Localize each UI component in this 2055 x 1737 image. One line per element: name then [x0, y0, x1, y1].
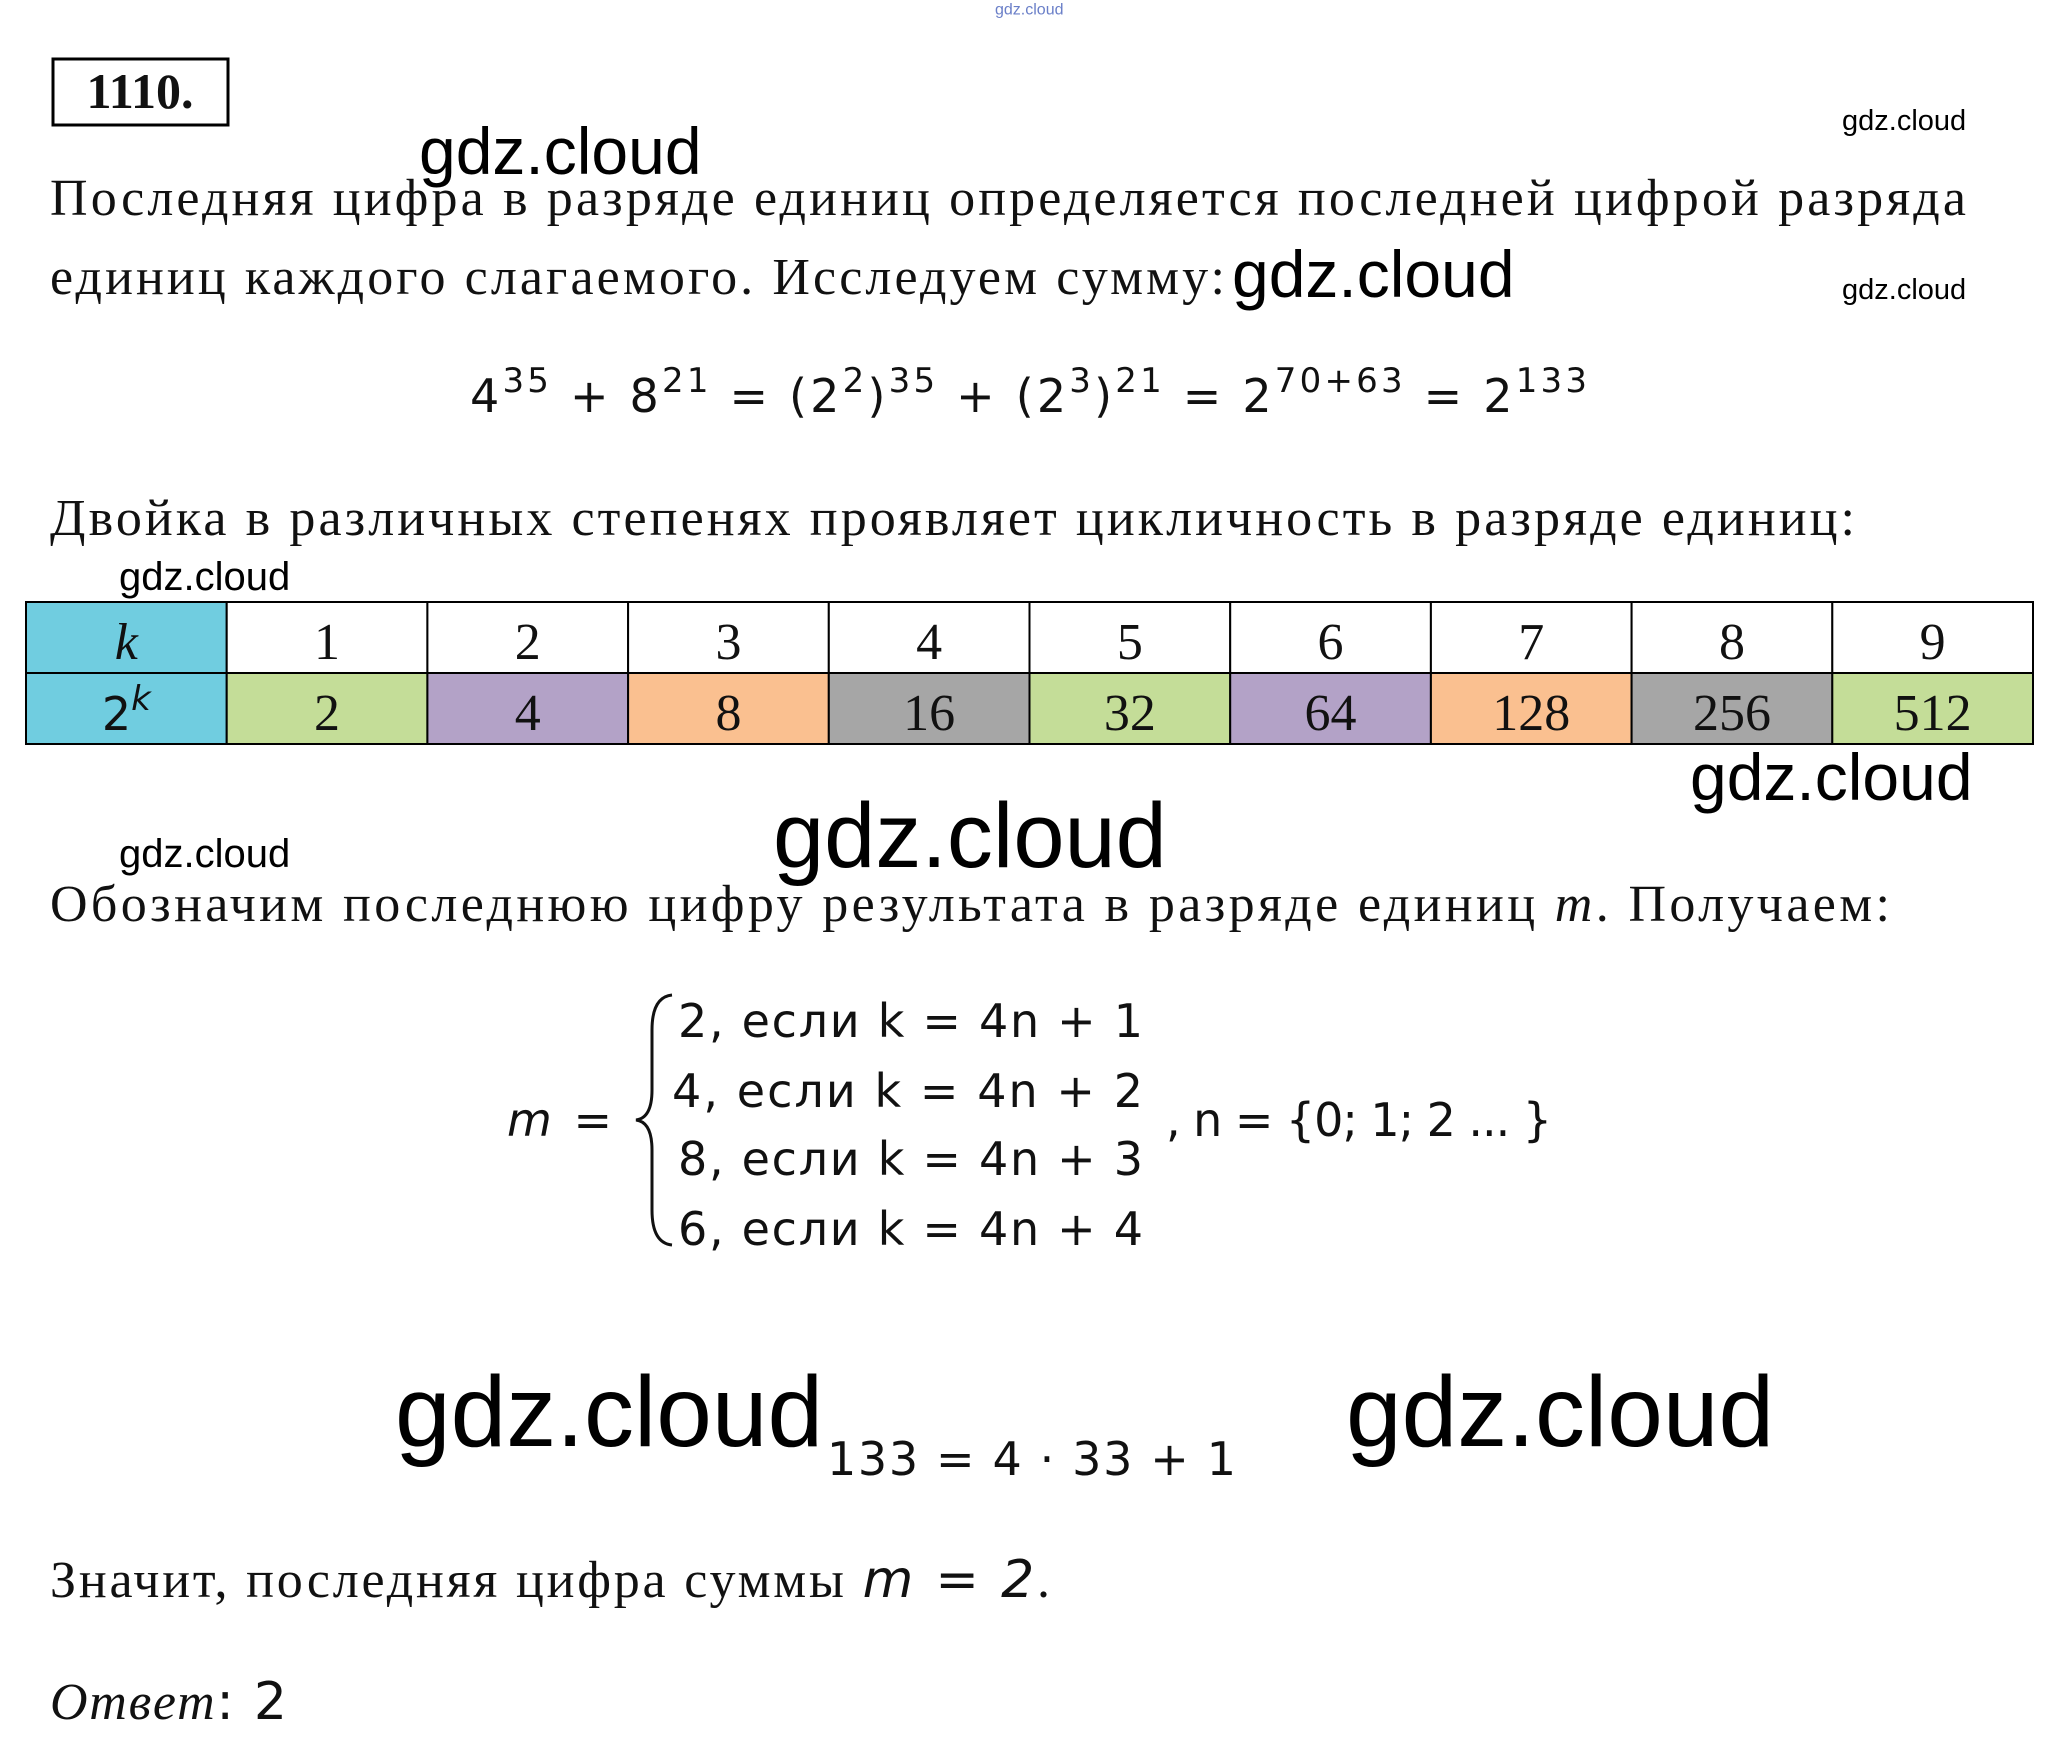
- paragraph: Обозначим последнюю цифру результата в р…: [50, 876, 1890, 933]
- watermark: gdz.cloud: [1690, 740, 1973, 814]
- number-box: [51, 57, 230, 127]
- table-cell: [1831, 672, 2035, 745]
- system-lhs: m =: [507, 1093, 612, 1147]
- watermark: gdz.cloud: [1232, 237, 1515, 311]
- formula-text: = 2: [1406, 369, 1513, 423]
- watermark: gdz.cloud: [395, 1356, 823, 1468]
- answer-text: : 2: [216, 1672, 287, 1732]
- power-value: 2: [314, 685, 340, 742]
- math: m = 2: [863, 1550, 1035, 1610]
- formula-text: = 2: [1165, 369, 1272, 423]
- formula: 435 + 821 = (22)35 + (23)21 = 270+63 = 2…: [470, 361, 1587, 423]
- power-value: 16: [903, 685, 955, 742]
- k-value: 2: [515, 614, 541, 671]
- k-value: 3: [715, 614, 741, 671]
- formula-text: = (2: [712, 369, 840, 423]
- table-cell: [1630, 601, 1834, 674]
- watermark: gdz.cloud: [995, 2, 1064, 19]
- superscript: 21: [1115, 361, 1161, 401]
- answer: Ответ: 2: [50, 1672, 287, 1732]
- k-value: 8: [1719, 614, 1745, 671]
- superscript: 35: [889, 361, 935, 401]
- watermark: gdz.cloud: [1842, 105, 1966, 137]
- table-cell: [1028, 601, 1232, 674]
- superscript: 3: [1069, 361, 1091, 401]
- table-cell: [426, 601, 630, 674]
- system-domain: , n = {0; 1; 2 ... }: [1166, 1093, 1552, 1147]
- text: . Получаем:: [1596, 876, 1890, 933]
- power-value: 256: [1693, 685, 1771, 742]
- watermark: gdz.cloud: [773, 785, 1167, 887]
- power-value: 64: [1305, 685, 1357, 742]
- calculation: 133 = 4 · 33 + 1: [827, 1432, 1236, 1486]
- table-cell: [627, 672, 830, 745]
- superscript: 2: [843, 361, 865, 401]
- superscript: 21: [662, 361, 708, 401]
- answer-label: Ответ: [50, 1674, 215, 1731]
- case: 2, если k = 4n + 1: [678, 994, 1143, 1048]
- table-cell: [225, 672, 429, 745]
- paragraph: Двойка в различных степенях проявляет ци…: [50, 490, 1855, 547]
- formula-text: ): [1094, 369, 1112, 423]
- formula-text: + 8: [552, 369, 659, 423]
- text: Значит, последняя цифра суммы: [50, 1552, 860, 1609]
- table-cell: [426, 672, 630, 745]
- paragraph-line: единиц каждого слагаемого. Исследуем сум…: [50, 249, 1225, 306]
- table-cell: [1028, 672, 1232, 745]
- superscript: 35: [502, 361, 548, 401]
- power-label: 2k: [102, 679, 152, 741]
- watermark: gdz.cloud: [119, 832, 290, 876]
- label-cell: [25, 672, 228, 745]
- k-value: 9: [1920, 614, 1946, 671]
- table-cell: [1831, 601, 2035, 674]
- k-value: 6: [1318, 614, 1344, 671]
- text: Обозначим последнюю цифру результата в р…: [50, 876, 1551, 933]
- superscript: 70+63: [1275, 361, 1403, 401]
- watermark: gdz.cloud: [119, 555, 290, 599]
- table-cell: [827, 672, 1031, 745]
- case: 8, если k = 4n + 3: [678, 1132, 1143, 1186]
- conclusion: Значит, последняя цифра суммы m = 2.: [50, 1550, 1050, 1610]
- watermark: gdz.cloud: [1842, 274, 1966, 306]
- superscript: 133: [1516, 361, 1587, 401]
- watermark: gdz.cloud: [419, 114, 702, 188]
- paragraph-line: Последняя цифра в разряде единиц определ…: [50, 170, 1966, 227]
- watermark: gdz.cloud: [1346, 1356, 1774, 1468]
- table-cell: [1630, 672, 1834, 745]
- formula-text: + (2: [938, 369, 1066, 423]
- case: 6, если k = 4n + 4: [678, 1202, 1143, 1256]
- k-value: 5: [1117, 614, 1143, 671]
- formula-text: 4: [470, 369, 499, 423]
- variable: m: [1555, 876, 1593, 933]
- table-cell: [1229, 601, 1432, 674]
- k-value: 7: [1518, 614, 1544, 671]
- power-value: 128: [1492, 685, 1570, 742]
- case: 4, если k = 4n + 2: [672, 1064, 1143, 1118]
- power-value: 512: [1894, 685, 1972, 742]
- superscript: k: [131, 679, 152, 719]
- table-cell: [627, 601, 830, 674]
- formula-text: ): [867, 369, 885, 423]
- k-value: 4: [916, 614, 942, 671]
- watermarks: gdz.cloud gdz.cloud gdz.cloud gdz.cloud gdz.…: [119, 2, 1973, 1469]
- power-value: 8: [715, 685, 741, 742]
- power-value: 4: [515, 685, 541, 742]
- table-cell: [1229, 672, 1432, 745]
- brace: [635, 993, 673, 1247]
- base: 2: [102, 687, 131, 741]
- k-label: k: [115, 614, 139, 671]
- power-value: 32: [1104, 685, 1156, 742]
- problem-number: 1110.: [87, 63, 194, 119]
- k-value: 1: [314, 614, 340, 671]
- text: .: [1037, 1552, 1050, 1609]
